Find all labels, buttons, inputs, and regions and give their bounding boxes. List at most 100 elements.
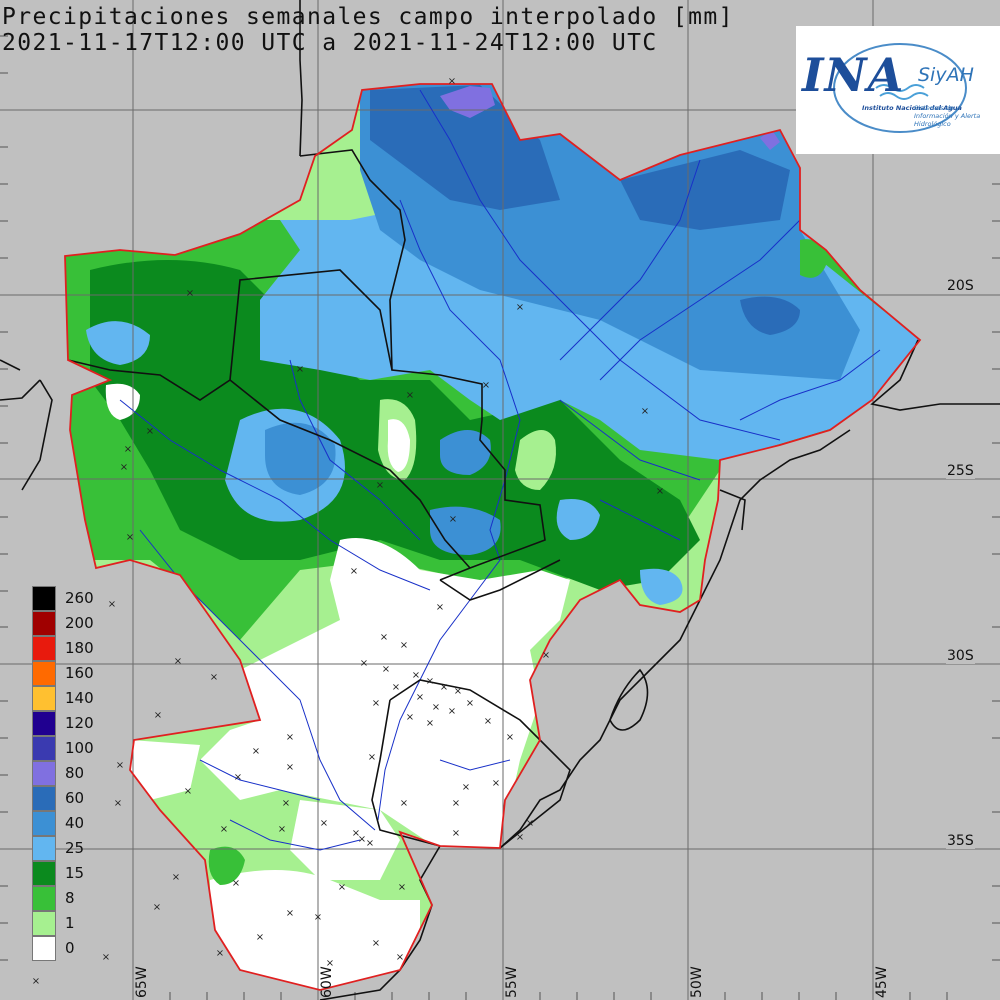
svg-text:×: ×	[542, 650, 550, 661]
svg-text:×: ×	[338, 882, 346, 893]
svg-text:×: ×	[174, 656, 182, 667]
legend-label: 60	[65, 789, 85, 807]
svg-text:×: ×	[484, 716, 492, 727]
legend-label: 260	[65, 589, 94, 607]
svg-text:×: ×	[278, 824, 286, 835]
svg-text:×: ×	[400, 798, 408, 809]
lon-label-60w: 60W	[319, 966, 335, 998]
legend-label: 1	[65, 914, 75, 932]
svg-text:×: ×	[172, 872, 180, 883]
lon-label-55w: 55W	[504, 966, 520, 998]
svg-text:×: ×	[358, 834, 366, 845]
svg-text:×: ×	[210, 672, 218, 683]
legend-swatch	[32, 636, 56, 661]
legend-swatch	[32, 661, 56, 686]
lat-label-25s: 25S	[946, 463, 975, 479]
lon-label-65w: 65W	[134, 966, 150, 998]
svg-text:×: ×	[400, 640, 408, 651]
svg-text:×: ×	[426, 718, 434, 729]
legend-label: 15	[65, 864, 85, 882]
legend-swatch	[32, 686, 56, 711]
legend-swatch	[32, 811, 56, 836]
svg-text:×: ×	[360, 658, 368, 669]
svg-text:×: ×	[448, 706, 456, 717]
svg-text:×: ×	[234, 772, 242, 783]
svg-text:×: ×	[449, 514, 457, 525]
svg-text:×: ×	[256, 932, 264, 943]
country-borders	[0, 0, 571, 849]
svg-text:×: ×	[352, 828, 360, 839]
svg-text:×: ×	[392, 682, 400, 693]
svg-text:×: ×	[436, 602, 444, 613]
legend-label: 160	[65, 664, 94, 682]
svg-text:×: ×	[372, 698, 380, 709]
legend-swatch	[32, 586, 56, 611]
svg-text:×: ×	[506, 732, 514, 743]
svg-text:×: ×	[412, 670, 420, 681]
legend-label: 80	[65, 764, 85, 782]
svg-text:×: ×	[368, 752, 376, 763]
svg-text:×: ×	[320, 818, 328, 829]
legend-swatch	[32, 611, 56, 636]
legend-label: 120	[65, 714, 94, 732]
svg-text:×: ×	[186, 288, 194, 299]
svg-text:×: ×	[448, 76, 456, 87]
legend-label: 40	[65, 814, 85, 832]
legend-swatch	[32, 936, 56, 961]
svg-text:×: ×	[146, 426, 154, 437]
svg-text:×: ×	[396, 952, 404, 963]
station-markers: ××× ××× ××× ××× ××× ××× ××× ××× × ×× ×× × …	[32, 76, 664, 987]
legend-swatch	[32, 861, 56, 886]
svg-text:×: ×	[116, 760, 124, 771]
svg-text:×: ×	[232, 878, 240, 889]
svg-text:×: ×	[432, 702, 440, 713]
lon-label-50w: 50W	[689, 966, 705, 998]
map-title: Precipitaciones semanales campo interpol…	[2, 4, 734, 30]
logo-institute-text: Instituto Nacional del Agua	[862, 104, 962, 112]
legend-label: 25	[65, 839, 85, 857]
svg-text:×: ×	[114, 798, 122, 809]
legend-swatch	[32, 786, 56, 811]
svg-text:×: ×	[454, 686, 462, 697]
graticule-ticks	[0, 35, 1000, 1000]
svg-text:×: ×	[641, 406, 649, 417]
svg-text:×: ×	[492, 778, 500, 789]
logo-system-text: Sistemas de Información y Alerta Hidroló…	[914, 104, 981, 128]
svg-text:×: ×	[406, 390, 414, 401]
svg-text:×: ×	[656, 486, 664, 497]
legend-label: 100	[65, 739, 94, 757]
ina-siyah-logo: INA SiyAH Instituto Nacional del Agua Si…	[796, 26, 1000, 154]
svg-text:×: ×	[102, 952, 110, 963]
svg-text:×: ×	[482, 380, 490, 391]
svg-text:×: ×	[286, 732, 294, 743]
svg-text:×: ×	[286, 908, 294, 919]
lon-label-45w: 45W	[874, 966, 890, 998]
map-period: 2021-11-17T12:00 UTC a 2021-11-24T12:00 …	[2, 30, 658, 56]
svg-text:×: ×	[216, 948, 224, 959]
svg-text:×: ×	[120, 462, 128, 473]
svg-text:×: ×	[516, 302, 524, 313]
svg-text:×: ×	[376, 480, 384, 491]
svg-text:×: ×	[124, 444, 132, 455]
coastline	[319, 339, 1000, 1000]
svg-text:×: ×	[406, 712, 414, 723]
legend-label: 200	[65, 614, 94, 632]
svg-text:×: ×	[382, 664, 390, 675]
svg-text:×: ×	[154, 710, 162, 721]
legend-swatch	[32, 911, 56, 936]
lat-label-30s: 30S	[946, 648, 975, 664]
lat-label-35s: 35S	[946, 833, 975, 849]
svg-text:×: ×	[366, 838, 374, 849]
basin-outline	[64, 83, 922, 991]
legend-swatch	[32, 711, 56, 736]
svg-text:×: ×	[184, 786, 192, 797]
svg-text:×: ×	[252, 746, 260, 757]
svg-text:×: ×	[220, 824, 228, 835]
svg-text:×: ×	[296, 364, 304, 375]
svg-text:×: ×	[440, 682, 448, 693]
legend-label: 0	[65, 939, 75, 957]
legend-label: 140	[65, 689, 94, 707]
svg-text:×: ×	[452, 798, 460, 809]
legend-swatch	[32, 836, 56, 861]
